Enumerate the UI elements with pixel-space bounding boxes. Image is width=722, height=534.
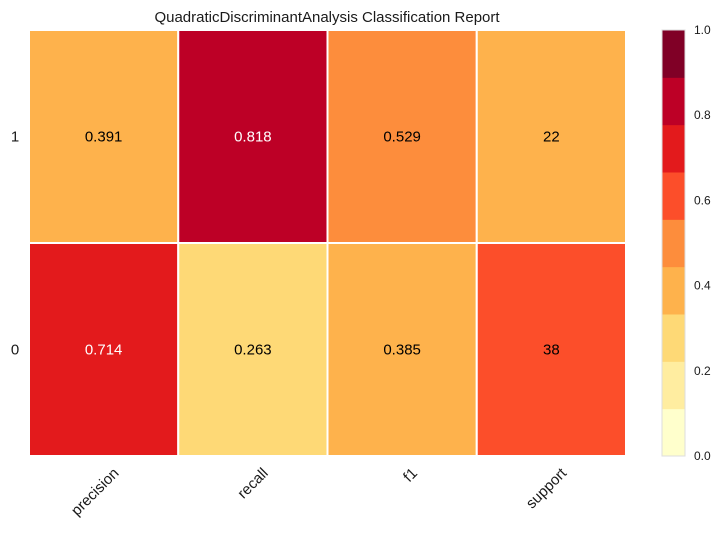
cell-label-0-f1: 0.385 (383, 342, 421, 359)
heatmap-cell-0-precision (28, 242, 180, 457)
cell-label-0-recall: 0.263 (234, 342, 272, 359)
column-tick-f1: f1 (400, 465, 421, 486)
colorbar-frame (661, 29, 686, 457)
heatmap-cell-1-support (475, 29, 627, 244)
heatmap-cell-1-recall (177, 29, 329, 244)
cell-label-0-support: 38 (543, 342, 560, 359)
column-tick-precision: precision (68, 465, 122, 519)
cell-label-1-f1: 0.529 (383, 129, 421, 146)
colorbar-segment (662, 361, 685, 410)
colorbar-tick-label: 0.4 (694, 279, 711, 293)
cell-label-1-precision: 0.391 (85, 129, 123, 146)
heatmap-cells (28, 29, 627, 457)
colorbar-tick-label: 0.8 (694, 108, 711, 122)
colorbar-tick-labels: 0.0 0.2 0.4 0.6 0.8 1.0 (694, 23, 711, 463)
colorbar-tick-label: 0.2 (694, 364, 711, 378)
row-tick-1: 1 (11, 129, 19, 146)
colorbar-segment (662, 314, 685, 362)
colorbar-segment (662, 219, 685, 268)
colorbar-segment (662, 266, 685, 315)
cell-label-0-precision: 0.714 (85, 342, 123, 359)
chart-title: QuadraticDiscriminantAnalysis Classifica… (154, 9, 500, 26)
column-tick-labels: precision recall f1 support (68, 464, 571, 519)
colorbar (661, 29, 686, 457)
colorbar-tick-label: 0.6 (694, 193, 711, 207)
row-tick-0: 0 (11, 342, 19, 359)
heatmap-cell-0-support (475, 242, 627, 457)
heatmap-cell-0-recall (177, 242, 329, 457)
colorbar-segment (662, 408, 685, 457)
heatmap-cell-1-f1 (326, 29, 478, 244)
colorbar-segment (662, 172, 685, 220)
row-tick-labels: 10 (11, 129, 19, 359)
cell-label-1-recall: 0.818 (234, 129, 272, 146)
column-tick-support: support (523, 464, 571, 512)
colorbar-segment (662, 124, 685, 173)
colorbar-segment (662, 30, 685, 78)
column-tick-recall: recall (234, 465, 271, 502)
cell-label-1-support: 22 (543, 129, 560, 146)
colorbar-segment (662, 77, 685, 126)
colorbar-tick-label: 0.0 (694, 449, 711, 463)
cell-value-labels: 0.391 0.818 0.529 22 0.714 0.263 0.385 38 (85, 129, 560, 359)
colorbar-tick-label: 1.0 (694, 23, 711, 37)
heatmap-cell-0-f1 (326, 242, 478, 457)
heatmap-cell-1-precision (28, 29, 180, 244)
